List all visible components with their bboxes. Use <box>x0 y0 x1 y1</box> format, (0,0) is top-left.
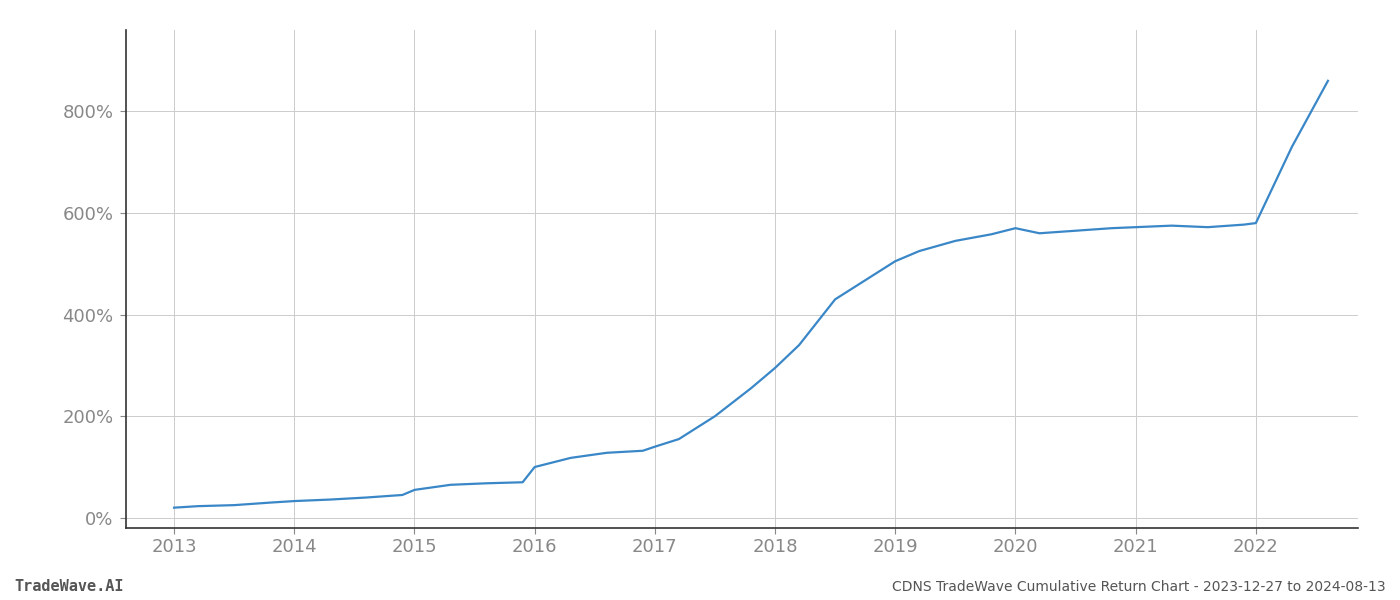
Text: CDNS TradeWave Cumulative Return Chart - 2023-12-27 to 2024-08-13: CDNS TradeWave Cumulative Return Chart -… <box>892 580 1386 594</box>
Text: TradeWave.AI: TradeWave.AI <box>14 579 123 594</box>
